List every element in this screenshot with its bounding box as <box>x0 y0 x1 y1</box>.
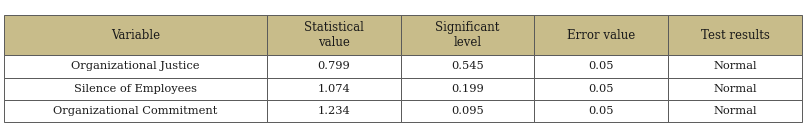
Bar <box>668 78 802 100</box>
Text: Normal: Normal <box>713 106 757 116</box>
Bar <box>534 100 668 122</box>
Text: 0.05: 0.05 <box>588 84 614 94</box>
Text: Significant
level: Significant level <box>435 21 500 49</box>
Text: Variable: Variable <box>111 29 160 42</box>
Text: 0.199: 0.199 <box>451 84 484 94</box>
Text: Statistical
value: Statistical value <box>304 21 364 49</box>
Text: Normal: Normal <box>713 84 757 94</box>
Bar <box>4 78 267 100</box>
Bar <box>401 78 534 100</box>
Text: Error value: Error value <box>567 29 635 42</box>
Text: 0.545: 0.545 <box>451 61 484 71</box>
Text: 0.05: 0.05 <box>588 106 614 116</box>
Bar <box>534 78 668 100</box>
Bar <box>668 100 802 122</box>
Text: 0.095: 0.095 <box>451 106 484 116</box>
Bar <box>267 55 401 78</box>
Bar <box>534 15 668 55</box>
Bar <box>534 55 668 78</box>
Bar <box>668 15 802 55</box>
Text: 1.234: 1.234 <box>318 106 350 116</box>
Text: Organizational Commitment: Organizational Commitment <box>53 106 218 116</box>
Bar <box>401 100 534 122</box>
Bar <box>267 100 401 122</box>
Text: 1.074: 1.074 <box>318 84 350 94</box>
Text: Organizational Justice: Organizational Justice <box>71 61 200 71</box>
Bar <box>267 78 401 100</box>
Text: 0.05: 0.05 <box>588 61 614 71</box>
Bar <box>4 15 267 55</box>
Text: 0.799: 0.799 <box>318 61 350 71</box>
Bar <box>4 55 267 78</box>
Text: Normal: Normal <box>713 61 757 71</box>
Bar <box>4 100 267 122</box>
Text: Silence of Employees: Silence of Employees <box>74 84 197 94</box>
Text: Test results: Test results <box>700 29 770 42</box>
Bar <box>401 15 534 55</box>
Bar <box>668 55 802 78</box>
Bar <box>267 15 401 55</box>
Bar <box>401 55 534 78</box>
